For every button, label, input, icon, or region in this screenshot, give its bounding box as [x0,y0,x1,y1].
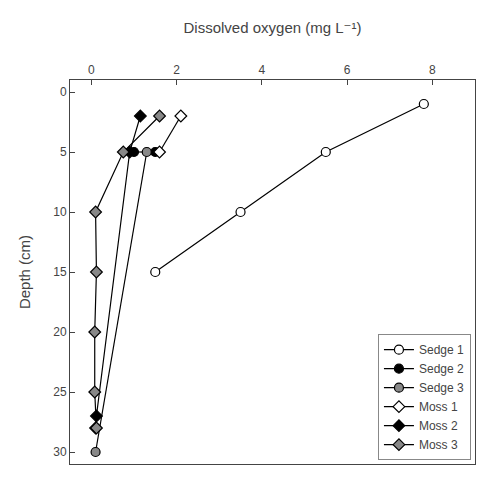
svg-text:2: 2 [173,63,180,77]
svg-text:5: 5 [60,145,67,159]
svg-text:4: 4 [258,63,265,77]
svg-text:Moss 2: Moss 2 [419,419,458,433]
svg-text:0: 0 [60,85,67,99]
svg-text:Moss 3: Moss 3 [419,438,458,452]
svg-text:Sedge 1: Sedge 1 [419,343,464,357]
svg-text:15: 15 [53,265,67,279]
svg-text:Moss 1: Moss 1 [419,400,458,414]
svg-text:Depth (cm): Depth (cm) [16,235,33,309]
svg-text:30: 30 [53,445,67,459]
svg-text:Sedge 3: Sedge 3 [419,381,464,395]
svg-text:6: 6 [344,63,351,77]
svg-text:8: 8 [429,63,436,77]
svg-text:20: 20 [53,325,67,339]
svg-text:10: 10 [53,205,67,219]
svg-text:Sedge 2: Sedge 2 [419,362,464,376]
svg-text:25: 25 [53,385,67,399]
svg-text:0: 0 [88,63,95,77]
svg-text:Dissolved oxygen (mg L⁻¹): Dissolved oxygen (mg L⁻¹) [184,19,362,36]
